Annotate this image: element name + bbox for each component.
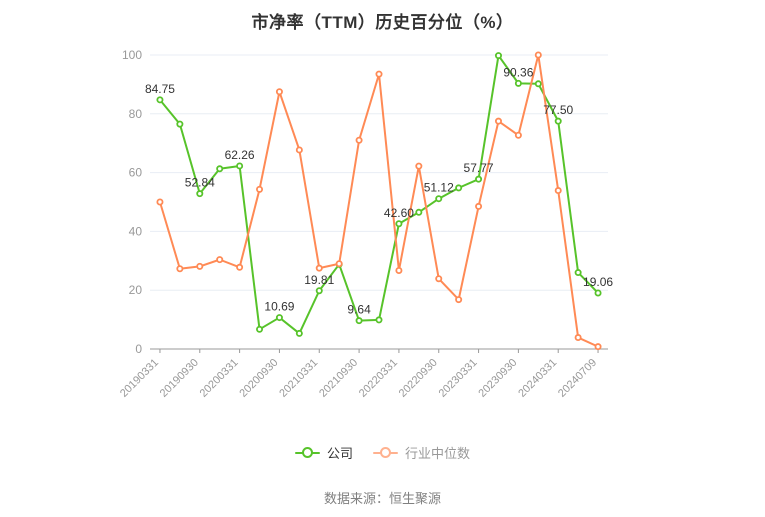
- data-point-label: 10.69: [264, 300, 294, 314]
- x-axis-tick-label: 20210331: [277, 357, 320, 400]
- chart-title: 市净率（TTM）历史百分位（%）: [251, 13, 514, 32]
- data-point-label: 42.60: [384, 206, 414, 220]
- industry-data-point: [554, 187, 562, 195]
- x-axis-tick-label: 20230331: [437, 357, 480, 400]
- industry-data-point: [196, 262, 204, 270]
- y-axis-tick-label: 20: [129, 283, 143, 297]
- industry-data-point: [375, 70, 383, 78]
- line-chart-plot-area: 0 20 40 60 80 100 2019033120190930202003312020…: [118, 48, 613, 400]
- company-data-point: [275, 314, 283, 322]
- y-axis-tick-label: 100: [122, 48, 142, 62]
- company-series-line: [158, 54, 600, 335]
- data-point-label: 19.06: [583, 275, 613, 289]
- company-data-point: [494, 52, 502, 60]
- industry-data-point: [435, 275, 443, 283]
- company-data-point: [574, 269, 582, 277]
- company-data-point: [514, 79, 522, 87]
- x-axis-tick-label: 20200930: [237, 357, 280, 400]
- x-axis-tick-label: 20210930: [317, 357, 360, 400]
- data-point-label: 90.36: [503, 65, 533, 79]
- industry-data-point: [534, 51, 542, 59]
- company-data-point: [455, 184, 463, 192]
- data-point-label: 52.84: [185, 176, 215, 190]
- data-point-label: 77.50: [543, 103, 573, 117]
- legend: 公司 行业中位数: [0, 443, 765, 462]
- industry-data-point: [494, 117, 502, 125]
- industry-data-point: [216, 256, 224, 264]
- industry-data-point: [355, 136, 363, 144]
- industry-data-point: [275, 88, 283, 96]
- company-data-point: [395, 220, 403, 228]
- legend-item-industry[interactable]: 行业中位数: [373, 443, 470, 462]
- industry-data-point: [574, 334, 582, 342]
- industry-data-point: [395, 267, 403, 275]
- industry-data-point: [295, 146, 303, 154]
- legend-label-industry: 行业中位数: [405, 446, 471, 461]
- industry-data-point: [256, 185, 264, 193]
- company-data-point: [295, 329, 303, 337]
- company-data-point: [236, 162, 244, 170]
- data-point-label: 19.81: [304, 273, 334, 287]
- company-series-icon: [294, 447, 320, 458]
- industry-data-point: [315, 264, 323, 272]
- data-point-label: 62.26: [225, 148, 255, 162]
- data-point-label: 84.75: [145, 82, 175, 96]
- company-data-point: [196, 190, 204, 198]
- x-axis-tick-label: 20200331: [198, 357, 241, 400]
- industry-data-point: [475, 202, 483, 210]
- x-axis-tick-label: 20230930: [476, 357, 519, 400]
- x-axis-tick-label: 20220930: [397, 357, 440, 400]
- company-data-point: [554, 117, 562, 125]
- x-axis-tick-label: 20190930: [158, 357, 201, 400]
- x-axis-tick-label: 20240331: [516, 357, 559, 400]
- industry-series-icon: [373, 447, 398, 458]
- data-source-note: 数据来源：恒生聚源: [323, 491, 441, 506]
- company-data-point: [594, 289, 602, 297]
- industry-data-point: [415, 162, 423, 170]
- industry-data-point: [514, 131, 522, 139]
- data-point-label: 57.77: [464, 161, 494, 175]
- x-axis-tick-label: 20240709: [556, 357, 599, 400]
- company-data-point: [355, 317, 363, 325]
- y-axis-tick-label: 80: [129, 107, 143, 121]
- industry-series-line: [158, 54, 600, 348]
- company-data-point: [415, 208, 423, 216]
- y-axis-tick-label: 0: [135, 342, 142, 356]
- company-data-point: [475, 175, 483, 183]
- industry-data-point: [455, 296, 463, 304]
- industry-data-point: [176, 265, 184, 273]
- company-data-point: [534, 80, 542, 88]
- industry-data-point: [236, 263, 244, 271]
- company-data-point: [256, 325, 264, 333]
- company-data-point: [375, 316, 383, 324]
- industry-data-point: [156, 198, 164, 206]
- company-data-point: [315, 287, 323, 295]
- company-data-point: [156, 96, 164, 104]
- company-data-point: [435, 195, 443, 203]
- y-axis-tick-label: 60: [129, 166, 143, 180]
- y-axis-tick-label: 40: [129, 224, 143, 238]
- legend-item-company[interactable]: 公司: [294, 443, 353, 462]
- legend-label-company: 公司: [326, 446, 353, 461]
- x-axis-tick-label: 20190331: [118, 357, 161, 400]
- company-data-point: [216, 165, 224, 173]
- industry-data-point: [335, 260, 343, 268]
- x-axis-tick-label: 20220331: [357, 357, 400, 400]
- industry-data-point: [594, 343, 602, 351]
- data-point-label: 51.12: [424, 181, 454, 195]
- company-data-point: [176, 120, 184, 128]
- data-point-label: 9.64: [347, 303, 371, 317]
